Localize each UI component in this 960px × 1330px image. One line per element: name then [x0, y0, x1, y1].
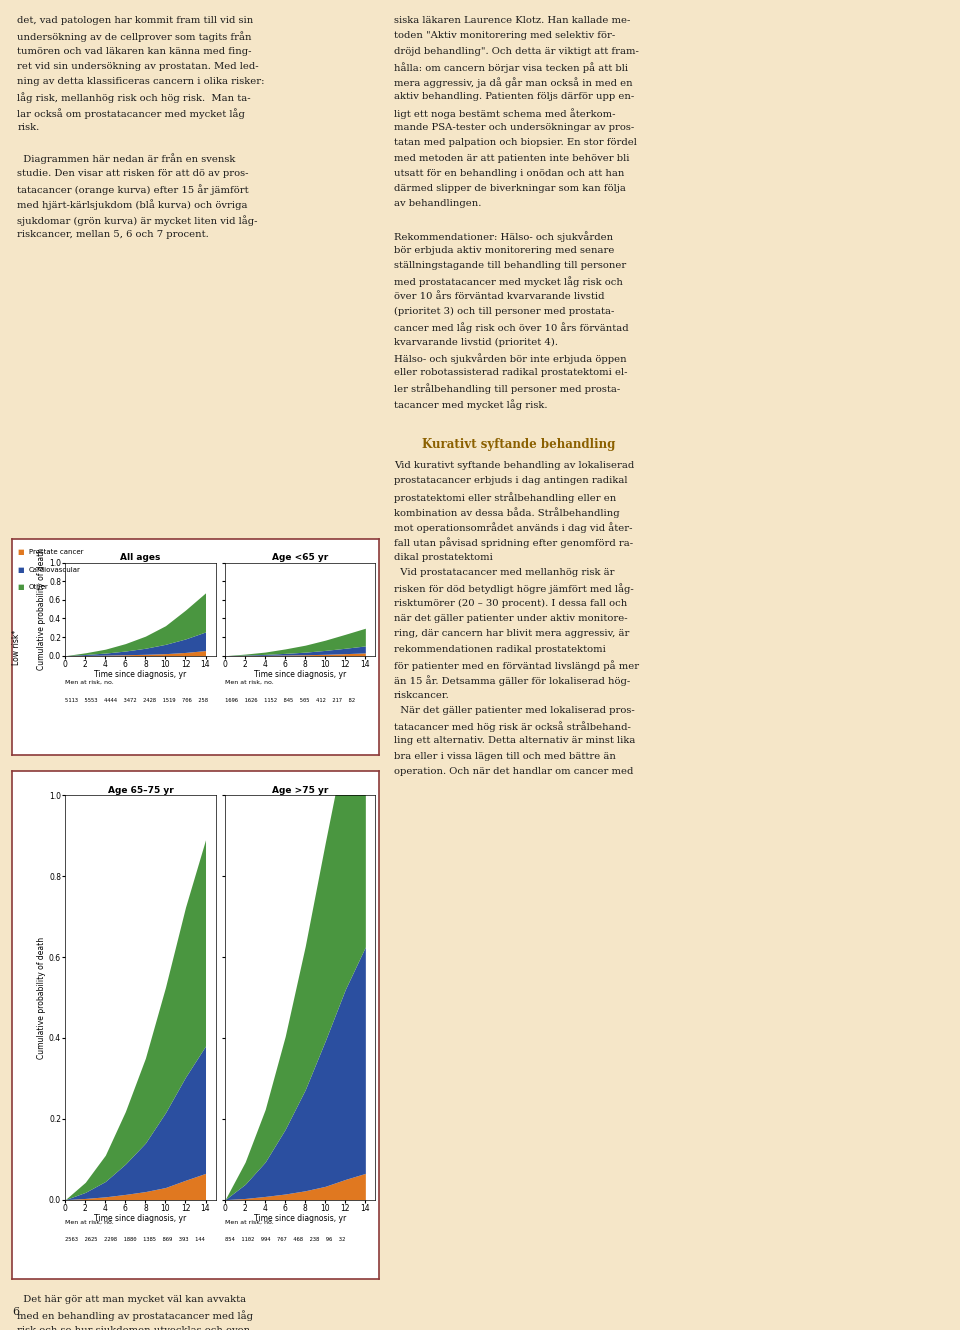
- X-axis label: Time since diagnosis, yr: Time since diagnosis, yr: [254, 1214, 347, 1224]
- Text: dikal prostatektomi: dikal prostatektomi: [394, 553, 492, 563]
- Text: kombination av dessa båda. Strålbehandling: kombination av dessa båda. Strålbehandli…: [394, 507, 619, 517]
- Text: cancer med låg risk och över 10 års förväntad: cancer med låg risk och över 10 års förv…: [394, 322, 628, 334]
- Text: Men at risk, no.: Men at risk, no.: [65, 1220, 114, 1225]
- Text: Det här gör att man mycket väl kan avvakta: Det här gör att man mycket väl kan avvak…: [17, 1295, 247, 1305]
- Text: riskcancer.: riskcancer.: [394, 690, 449, 700]
- Text: med en behandling av prostatacancer med låg: med en behandling av prostatacancer med …: [17, 1311, 253, 1322]
- Text: mot operationsområdet används i dag vid åter-: mot operationsområdet används i dag vid …: [394, 523, 632, 533]
- Text: över 10 års förväntad kvarvarande livstid: över 10 års förväntad kvarvarande livsti…: [394, 291, 604, 301]
- Text: Vid prostatacancer med mellanhög risk är: Vid prostatacancer med mellanhög risk är: [394, 568, 614, 577]
- Text: tacancer med mycket låg risk.: tacancer med mycket låg risk.: [394, 399, 547, 410]
- Text: Low risk*: Low risk*: [12, 629, 21, 665]
- Text: rekommendationen radikal prostatektomi: rekommendationen radikal prostatektomi: [394, 645, 606, 654]
- Y-axis label: Cumulative probability of death: Cumulative probability of death: [37, 936, 46, 1059]
- Text: 2563  2625  2298  1880  1385  869  393  144: 2563 2625 2298 1880 1385 869 393 144: [65, 1237, 205, 1242]
- Text: 6: 6: [12, 1306, 19, 1317]
- Text: kvarvarande livstid (prioritet 4).: kvarvarande livstid (prioritet 4).: [394, 338, 558, 347]
- Text: därmed slipper de biverkningar som kan följa: därmed slipper de biverkningar som kan f…: [394, 185, 626, 193]
- Text: än 15 år. Detsamma gäller för lokaliserad hög-: än 15 år. Detsamma gäller för lokalisera…: [394, 676, 630, 686]
- Text: för patienter med en förväntad livslängd på mer: för patienter med en förväntad livslängd…: [394, 660, 638, 670]
- Text: riskcancer, mellan 5, 6 och 7 procent.: riskcancer, mellan 5, 6 och 7 procent.: [17, 230, 209, 239]
- Text: prostatektomi eller strålbehandling eller en: prostatektomi eller strålbehandling elle…: [394, 492, 616, 503]
- Text: Prostate cancer: Prostate cancer: [29, 549, 84, 556]
- Text: Cardiovascular: Cardiovascular: [29, 567, 81, 573]
- Text: ret vid sin undersökning av prostatan. Med led-: ret vid sin undersökning av prostatan. M…: [17, 61, 259, 70]
- Text: aktiv behandling. Patienten följs därför upp en-: aktiv behandling. Patienten följs därför…: [394, 92, 634, 101]
- Text: ligt ett noga bestämt schema med återkom-: ligt ett noga bestämt schema med återkom…: [394, 108, 615, 118]
- Text: Rekommendationer: Hälso- och sjukvården: Rekommendationer: Hälso- och sjukvården: [394, 230, 612, 242]
- Text: tumören och vad läkaren kan känna med fing-: tumören och vad läkaren kan känna med fi…: [17, 47, 252, 56]
- Text: Vid kurativt syftande behandling av lokaliserad: Vid kurativt syftande behandling av loka…: [394, 462, 634, 471]
- Text: mande PSA-tester och undersökningar av pros-: mande PSA-tester och undersökningar av p…: [394, 124, 634, 132]
- Text: tatan med palpation och biopsier. En stor fördel: tatan med palpation och biopsier. En sto…: [394, 138, 636, 148]
- Text: toden "Aktiv monitorering med selektiv för-: toden "Aktiv monitorering med selektiv f…: [394, 31, 614, 40]
- Text: ■: ■: [17, 584, 24, 591]
- Text: risktumörer (20 – 30 procent). I dessa fall och: risktumörer (20 – 30 procent). I dessa f…: [394, 598, 627, 608]
- Text: med hjärt-kärlsjukdom (blå kurva) och övriga: med hjärt-kärlsjukdom (blå kurva) och öv…: [17, 200, 248, 210]
- Title: Age >75 yr: Age >75 yr: [272, 786, 328, 794]
- Text: låg risk, mellanhög risk och hög risk.  Man ta-: låg risk, mellanhög risk och hög risk. M…: [17, 92, 251, 104]
- X-axis label: Time since diagnosis, yr: Time since diagnosis, yr: [94, 1214, 186, 1224]
- Text: (prioritet 3) och till personer med prostata-: (prioritet 3) och till personer med pros…: [394, 307, 614, 317]
- Text: hålla: om cancern börjar visa tecken på att bli: hålla: om cancern börjar visa tecken på …: [394, 61, 628, 73]
- Text: risken för död betydligt högre jämfört med låg-: risken för död betydligt högre jämfört m…: [394, 584, 634, 595]
- Text: Men at risk, no.: Men at risk, no.: [65, 680, 114, 685]
- Text: lar också om prostatacancer med mycket låg: lar också om prostatacancer med mycket l…: [17, 108, 245, 118]
- Text: ■: ■: [17, 567, 24, 573]
- Text: studie. Den visar att risken för att dö av pros-: studie. Den visar att risken för att dö …: [17, 169, 249, 178]
- Text: det, vad patologen har kommit fram till vid sin: det, vad patologen har kommit fram till …: [17, 16, 253, 25]
- Text: risk.: risk.: [17, 124, 39, 132]
- Text: operation. Och när det handlar om cancer med: operation. Och när det handlar om cancer…: [394, 767, 633, 777]
- Text: Hälso- och sjukvården bör inte erbjuda öppen: Hälso- och sjukvården bör inte erbjuda ö…: [394, 352, 626, 364]
- Text: med metoden är att patienten inte behöver bli: med metoden är att patienten inte behöve…: [394, 153, 629, 162]
- Text: siska läkaren Laurence Klotz. Han kallade me-: siska läkaren Laurence Klotz. Han kallad…: [394, 16, 630, 25]
- Text: 1696  1626  1152  845  505  412  217  82: 1696 1626 1152 845 505 412 217 82: [225, 698, 355, 704]
- Text: Other: Other: [29, 584, 49, 591]
- Text: fall utan påvisad spridning efter genomförd ra-: fall utan påvisad spridning efter genomf…: [394, 537, 633, 548]
- Y-axis label: Cumulative probability of death: Cumulative probability of death: [37, 548, 46, 670]
- Text: Diagrammen här nedan är från en svensk: Diagrammen här nedan är från en svensk: [17, 153, 235, 165]
- Text: När det gäller patienter med lokaliserad pros-: När det gäller patienter med lokaliserad…: [394, 706, 635, 716]
- Title: Age <65 yr: Age <65 yr: [272, 553, 328, 561]
- Title: Age 65–75 yr: Age 65–75 yr: [108, 786, 173, 794]
- Text: Kurativt syftande behandling: Kurativt syftande behandling: [422, 439, 615, 451]
- Text: av behandlingen.: av behandlingen.: [394, 200, 481, 209]
- Text: tatacancer med hög risk är också strålbehand-: tatacancer med hög risk är också strålbe…: [394, 721, 631, 732]
- Text: ling ett alternativ. Detta alternativ är minst lika: ling ett alternativ. Detta alternativ är…: [394, 737, 635, 746]
- Text: ler strålbehandling till personer med prosta-: ler strålbehandling till personer med pr…: [394, 383, 620, 395]
- Text: risk och se hur sjukdomen utvecklas och even-: risk och se hur sjukdomen utvecklas och …: [17, 1326, 253, 1330]
- Title: All ages: All ages: [120, 553, 160, 561]
- Text: tatacancer (orange kurva) efter 15 år jämfört: tatacancer (orange kurva) efter 15 år jä…: [17, 185, 249, 196]
- Text: mera aggressiv, ja då går man också in med en: mera aggressiv, ja då går man också in m…: [394, 77, 633, 88]
- Text: 854  1102  994  767  468  238  96  32: 854 1102 994 767 468 238 96 32: [225, 1237, 346, 1242]
- Text: ställningstagande till behandling till personer: ställningstagande till behandling till p…: [394, 261, 626, 270]
- Text: Men at risk, no.: Men at risk, no.: [225, 680, 274, 685]
- Text: ■: ■: [17, 549, 24, 556]
- Text: undersökning av de cellprover som tagits från: undersökning av de cellprover som tagits…: [17, 31, 252, 43]
- Text: prostatacancer erbjuds i dag antingen radikal: prostatacancer erbjuds i dag antingen ra…: [394, 476, 627, 485]
- Text: med prostatacancer med mycket låg risk och: med prostatacancer med mycket låg risk o…: [394, 277, 622, 287]
- Text: utsatt för en behandling i onödan och att han: utsatt för en behandling i onödan och at…: [394, 169, 624, 178]
- Text: 5113  5553  4444  3472  2428  1519  706  258: 5113 5553 4444 3472 2428 1519 706 258: [65, 698, 208, 704]
- Text: eller robotassisterad radikal prostatektomi el-: eller robotassisterad radikal prostatekt…: [394, 368, 627, 378]
- Text: dröjd behandling". Och detta är viktigt att fram-: dröjd behandling". Och detta är viktigt …: [394, 47, 638, 56]
- X-axis label: Time since diagnosis, yr: Time since diagnosis, yr: [254, 670, 347, 680]
- Text: när det gäller patienter under aktiv monitore-: när det gäller patienter under aktiv mon…: [394, 614, 627, 624]
- Text: ring, där cancern har blivit mera aggressiv, är: ring, där cancern har blivit mera aggres…: [394, 629, 629, 638]
- X-axis label: Time since diagnosis, yr: Time since diagnosis, yr: [94, 670, 186, 680]
- Text: bra eller i vissa lägen till och med bättre än: bra eller i vissa lägen till och med bät…: [394, 751, 615, 761]
- Text: bör erbjuda aktiv monitorering med senare: bör erbjuda aktiv monitorering med senar…: [394, 246, 614, 255]
- Text: Men at risk, no.: Men at risk, no.: [225, 1220, 274, 1225]
- Text: sjukdomar (grön kurva) är mycket liten vid låg-: sjukdomar (grön kurva) är mycket liten v…: [17, 214, 258, 226]
- Text: ning av detta klassificeras cancern i olika risker:: ning av detta klassificeras cancern i ol…: [17, 77, 265, 86]
